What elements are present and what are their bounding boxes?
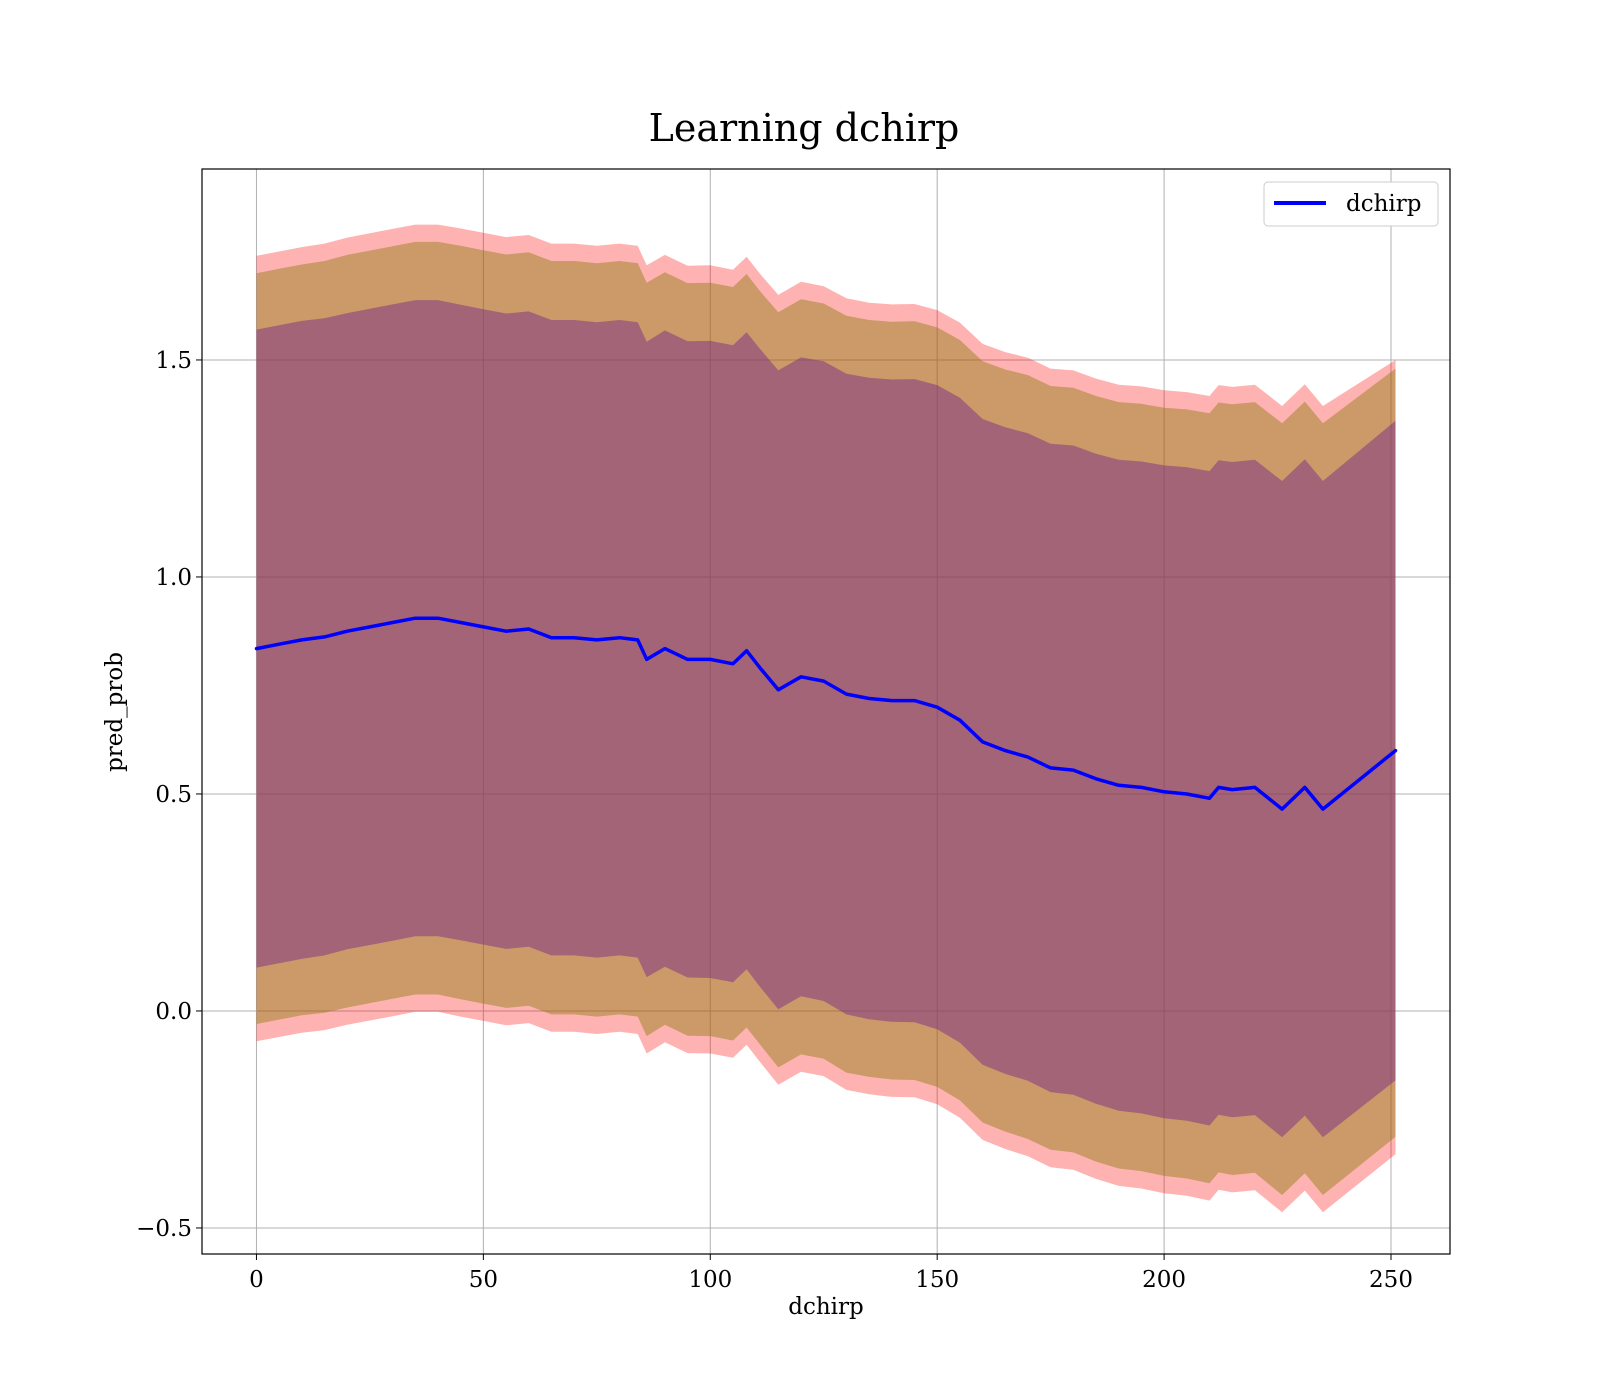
legend-box — [1263, 181, 1439, 227]
x-tick-label-4: 200 — [1142, 1267, 1186, 1293]
plot-frame — [201, 168, 1451, 1255]
y-tick-label-0: −0.5 — [136, 1216, 192, 1242]
x-tick-label-5: 250 — [1369, 1267, 1413, 1293]
x-axis-label: dchirp — [788, 1294, 864, 1320]
confidence-bands — [256, 224, 1396, 1213]
x-tick-label-2: 100 — [688, 1267, 732, 1293]
y-tick-label-4: 1.5 — [155, 348, 192, 374]
legend-label-dchirp: dchirp — [1346, 191, 1422, 217]
legend: dchirp — [1263, 181, 1439, 227]
series-line-0 — [254, 616, 1398, 811]
series-lines — [254, 616, 1398, 811]
x-tick-label-1: 50 — [469, 1267, 498, 1293]
y-tick-label-2: 0.5 — [155, 782, 192, 808]
y-tick-label-3: 1.0 — [155, 565, 192, 591]
x-tick-label-0: 0 — [249, 1267, 264, 1293]
y-tick-label-1: 0.0 — [155, 999, 192, 1025]
x-tick-label-3: 150 — [915, 1267, 959, 1293]
y-axis-label: pred_prob — [102, 652, 128, 772]
x-axis-ticks: 0 50 100 150 200 250 — [249, 1254, 1413, 1293]
chart-title: Learning dchirp — [649, 106, 960, 150]
y-axis-ticks: −0.5 0.0 0.5 1.0 1.5 — [136, 348, 202, 1242]
band-inner — [256, 300, 1396, 1138]
